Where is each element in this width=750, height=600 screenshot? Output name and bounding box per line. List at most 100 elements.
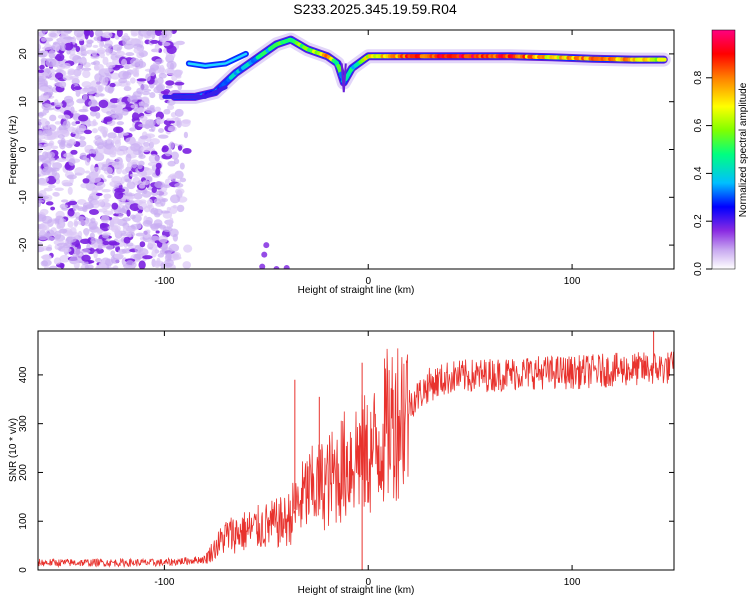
noise-blob bbox=[165, 85, 173, 89]
noise-blob bbox=[121, 108, 129, 116]
noise-blob bbox=[154, 212, 161, 218]
noise-blob bbox=[117, 110, 123, 114]
noise-blob bbox=[38, 182, 50, 186]
noise-blob bbox=[126, 161, 133, 171]
noise-blob bbox=[75, 120, 81, 125]
noise-blob bbox=[41, 215, 53, 224]
noise-blob bbox=[76, 65, 81, 71]
colorbar-gradient bbox=[711, 29, 736, 270]
noise-blob bbox=[48, 157, 56, 161]
colorbar-tick-label: 0.4 bbox=[693, 166, 704, 180]
noise-blob bbox=[124, 43, 134, 50]
snr-xtick-label: -100 bbox=[154, 577, 174, 588]
noise-blob bbox=[106, 111, 112, 115]
noise-blob bbox=[38, 111, 44, 118]
noise-blob bbox=[98, 40, 104, 49]
noise-blob bbox=[118, 77, 128, 84]
noise-blob bbox=[61, 179, 71, 186]
noise-blob bbox=[76, 124, 87, 132]
noise-blob bbox=[81, 248, 91, 254]
noise-blob bbox=[38, 69, 45, 74]
noise-blob bbox=[110, 146, 117, 156]
noise-blob bbox=[155, 167, 161, 176]
noise-blob bbox=[180, 119, 191, 127]
noise-blob bbox=[156, 257, 161, 266]
noise-blob bbox=[76, 98, 86, 104]
noise-blob bbox=[78, 114, 89, 122]
noise-blob bbox=[130, 159, 140, 165]
noise-blob bbox=[126, 181, 136, 190]
noise-blob bbox=[38, 31, 46, 37]
noise-blob bbox=[103, 193, 112, 199]
noise-blob bbox=[143, 142, 151, 147]
noise-blob bbox=[99, 51, 105, 59]
noise-blob bbox=[96, 142, 104, 150]
noise-blob bbox=[166, 45, 177, 55]
noise-blob bbox=[38, 130, 46, 136]
noise-blob bbox=[38, 118, 48, 126]
noise-blob bbox=[40, 37, 47, 42]
noise-blob bbox=[38, 154, 47, 161]
noise-blob bbox=[38, 43, 42, 51]
noise-blob bbox=[177, 145, 183, 151]
noise-blob bbox=[129, 77, 136, 84]
noise-blob bbox=[41, 168, 51, 176]
noise-blob bbox=[129, 203, 141, 212]
noise-blob bbox=[94, 30, 104, 37]
noise-blob bbox=[164, 258, 174, 267]
noise-blob bbox=[150, 39, 159, 44]
noise-blob bbox=[75, 216, 86, 221]
noise-blob bbox=[141, 91, 151, 96]
noise-blob bbox=[81, 81, 92, 88]
noise-blob bbox=[123, 236, 131, 244]
noise-blob bbox=[82, 178, 90, 184]
noise-blob bbox=[52, 191, 60, 197]
noise-blob bbox=[89, 110, 97, 117]
noise-blob bbox=[174, 41, 184, 46]
noise-blob bbox=[98, 99, 109, 109]
noise-blob bbox=[133, 47, 143, 54]
noise-blob bbox=[162, 226, 173, 233]
ridge-lower-branch bbox=[162, 85, 228, 99]
noise-blob bbox=[155, 230, 160, 234]
noise-blob bbox=[84, 30, 89, 40]
noise-blob bbox=[161, 41, 171, 47]
noise-blob bbox=[38, 234, 49, 241]
noise-blob bbox=[76, 199, 87, 205]
noise-blob bbox=[73, 218, 78, 228]
noise-blob bbox=[40, 208, 49, 216]
noise-blob bbox=[59, 254, 70, 263]
noise-blob bbox=[110, 104, 118, 109]
noise-blob bbox=[88, 100, 99, 107]
noise-blob bbox=[160, 262, 165, 269]
noise-blob bbox=[160, 198, 166, 207]
noise-blob bbox=[89, 30, 94, 38]
noise-blob bbox=[96, 228, 103, 235]
noise-blob bbox=[162, 33, 167, 39]
noise-blob bbox=[170, 62, 175, 70]
noise-blob bbox=[63, 36, 74, 40]
noise-blob bbox=[53, 257, 62, 265]
snr-ytick-label: 100 bbox=[18, 512, 29, 529]
noise-blob bbox=[84, 227, 89, 237]
snr-ytick-label: 300 bbox=[18, 415, 29, 432]
snr-line-path bbox=[38, 348, 674, 569]
noise-blob bbox=[61, 114, 71, 120]
noise-blob bbox=[107, 132, 117, 139]
noise-blob bbox=[100, 126, 109, 135]
noise-blob bbox=[75, 89, 81, 94]
noise-blob bbox=[63, 42, 74, 51]
snr-ytick-label: 0 bbox=[18, 567, 29, 573]
noise-blob bbox=[108, 240, 118, 246]
snr-plot: -100 0 100 0 100 200 300 400 Height of straight… bbox=[8, 330, 675, 596]
noise-blob bbox=[136, 60, 147, 69]
noise-blob bbox=[145, 107, 156, 114]
noise-blob bbox=[85, 182, 96, 191]
noise-blob bbox=[73, 260, 80, 269]
noise-blob bbox=[100, 214, 110, 224]
noise-blob bbox=[182, 147, 192, 154]
noise-blob bbox=[63, 30, 73, 33]
noise-blob bbox=[93, 152, 105, 160]
noise-blob bbox=[160, 210, 171, 214]
noise-blob bbox=[182, 261, 192, 269]
